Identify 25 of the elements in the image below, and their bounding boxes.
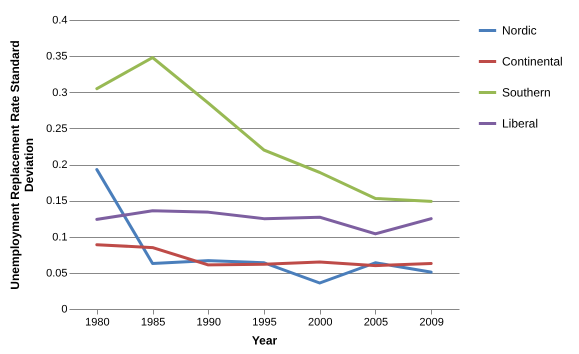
legend-label: Continental <box>502 54 563 68</box>
y-tick-label: 0.35 <box>46 50 68 63</box>
x-tick-label: 1990 <box>196 316 222 328</box>
y-tick-label: 0.25 <box>46 122 68 135</box>
y-tick-label: 0.2 <box>52 159 68 171</box>
y-tick-label: 0 <box>61 304 68 316</box>
x-axis-title: Year <box>252 334 278 348</box>
line-series <box>95 209 433 236</box>
y-tick-label: 0.05 <box>46 267 68 280</box>
x-tick-label: 1980 <box>85 316 110 328</box>
legend-label: Southern <box>502 86 551 100</box>
x-tick-label: 1985 <box>140 316 166 328</box>
legend-label: Nordic <box>502 24 537 38</box>
y-tick-label: 0.15 <box>46 195 68 208</box>
y-tick-label: 0.4 <box>52 14 68 26</box>
y-axis-title: Unemployment Replacement Rate Standard Deviation <box>8 40 36 290</box>
line-series <box>95 56 433 203</box>
y-tick-label: 0.3 <box>52 86 68 99</box>
x-tick-label: 2005 <box>364 316 388 328</box>
legend-label: Liberal <box>502 116 538 130</box>
y-tick-label: 0.1 <box>52 231 68 244</box>
x-tick-label: 2000 <box>308 316 332 328</box>
x-tick-label: 2009 <box>419 316 444 328</box>
line-series <box>95 243 433 268</box>
x-tick-label: 1995 <box>252 316 277 328</box>
